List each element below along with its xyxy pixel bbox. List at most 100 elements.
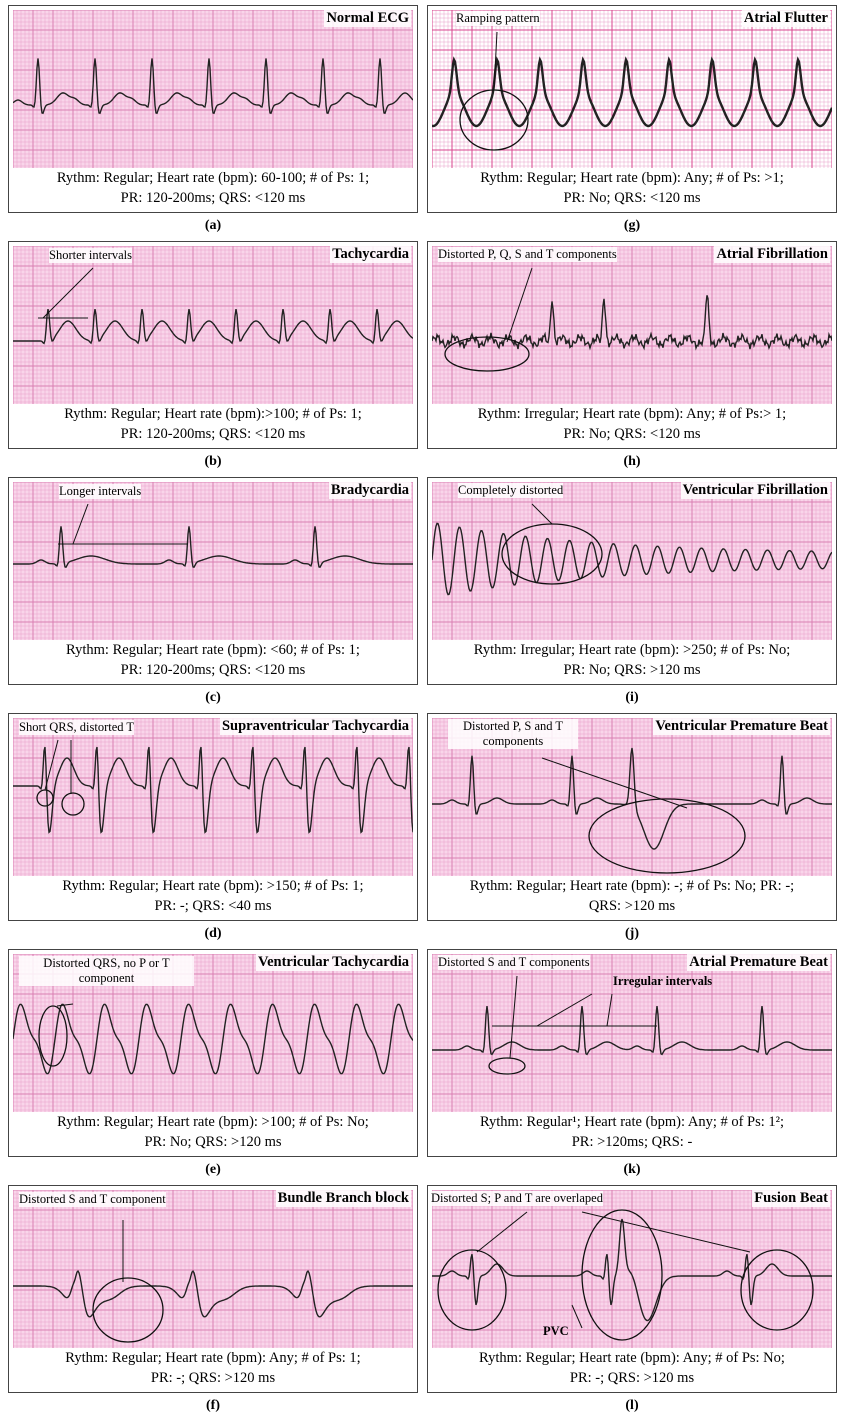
grid	[432, 246, 832, 404]
caption-line: PR: No; QRS: <120 ms	[563, 426, 701, 442]
annotation: Short QRS, distorted T	[19, 720, 135, 735]
ecg-strip	[432, 10, 832, 168]
pointer	[56, 1003, 74, 1007]
ecg-panel: Atrial Flutter Ramping pattern Rythm: Regu…	[427, 5, 837, 213]
ecg-trace	[13, 308, 413, 345]
caption-line: Rythm: Regular; Heart rate (bpm): <60; #…	[66, 642, 360, 658]
caption-line: Rythm: Regular; Heart rate (bpm): -; # o…	[469, 878, 795, 894]
annotation: Distorted P, S and T components	[448, 719, 578, 749]
panel-title: Atrial Flutter	[741, 10, 830, 27]
caption-line: Rythm: Regular; Heart rate (bpm): >100; …	[57, 1114, 369, 1130]
ecg-trace	[432, 1006, 832, 1056]
pointer	[493, 31, 498, 91]
grid	[13, 10, 413, 168]
ecg-strip	[432, 1190, 832, 1348]
caption-line: Rythm: Irregular; Heart rate (bpm): >250…	[473, 642, 791, 658]
caption-line: PR: -; QRS: >120 ms	[569, 1370, 695, 1386]
panel-title: Ventricular Tachycardia	[255, 954, 411, 971]
panel-label: (h)	[623, 454, 641, 469]
pointer	[541, 757, 688, 809]
ecg-strip	[432, 246, 832, 404]
ecg-panel: Tachycardia Shorter intervals Rythm: Regul…	[8, 241, 418, 449]
ecg-panel: Bradycardia Longer intervals Rythm: Regula…	[8, 477, 418, 685]
panel-label: (i)	[625, 690, 639, 705]
panel-label: (a)	[204, 218, 222, 233]
caption-line: Rythm: Regular; Heart rate (bpm): >150; …	[62, 878, 364, 894]
annotation: Completely distorted	[458, 483, 564, 498]
annotation: Ramping pattern	[456, 11, 540, 26]
caption-line: Rythm: Regular; Heart rate (bpm): Any; #…	[480, 170, 784, 186]
caption-line: Rythm: Regular¹; Heart rate (bpm): Any; …	[479, 1114, 785, 1130]
highlight	[444, 336, 530, 372]
caption-line: PR: 120-200ms; QRS: <120 ms	[120, 662, 306, 678]
panel-title: Bradycardia	[328, 482, 411, 499]
panel-title: Normal ECG	[324, 10, 411, 27]
caption-line: PR: -; QRS: <40 ms	[154, 898, 272, 914]
caption-line: Rythm: Regular; Heart rate (bpm): Any; #…	[65, 1350, 361, 1366]
ecg-trace	[432, 56, 832, 128]
pointer	[72, 503, 89, 545]
panel-title: Ventricular Fibrillation	[680, 482, 830, 499]
panel-title: Atrial Premature Beat	[687, 954, 830, 971]
annotation: Distorted S and T components	[438, 955, 590, 970]
ecg-panel: Bundle Branch block Distorted S and T com…	[8, 1185, 418, 1393]
ecg-panel: Supraventricular Tachycardia Short QRS, d…	[8, 713, 418, 921]
caption-line: PR: 120-200ms; QRS: <120 ms	[120, 190, 306, 206]
ecg-trace	[13, 1269, 413, 1318]
ecg-trace	[432, 295, 832, 351]
panel-title: Bundle Branch block	[275, 1190, 411, 1207]
highlight	[740, 1249, 814, 1331]
ecg-trace	[432, 522, 832, 596]
ecg-strip	[13, 246, 413, 404]
annotation: Distorted S; P and T are overlaped	[431, 1191, 603, 1206]
pointer	[581, 1211, 751, 1253]
caption-line: PR: No; QRS: <120 ms	[563, 190, 701, 206]
ecg-trace	[13, 58, 413, 115]
ecg-trace	[13, 1003, 413, 1075]
caption-line: Rythm: Irregular; Heart rate (bpm): Any;…	[477, 406, 787, 422]
ecg-panel: Ventricular Tachycardia Distorted QRS, no…	[8, 949, 418, 1157]
panel-label: (j)	[625, 926, 639, 941]
panel-title: Fusion Beat	[752, 1190, 830, 1207]
annotation: Longer intervals	[59, 484, 142, 499]
ecg-strip	[13, 10, 413, 168]
panel-label: (d)	[204, 926, 222, 941]
caption-line: PR: 120-200ms; QRS: <120 ms	[120, 426, 306, 442]
grid	[432, 482, 832, 640]
grid	[13, 482, 413, 640]
caption-line: QRS: >120 ms	[588, 898, 676, 914]
ecg-strip	[13, 1190, 413, 1348]
grid	[432, 954, 832, 1112]
grid	[432, 10, 832, 168]
grid	[432, 1190, 832, 1348]
ecg-panel: Fusion Beat Distorted S; P and T are over…	[427, 1185, 837, 1393]
pointer	[509, 975, 518, 1059]
ecg-trace	[13, 746, 413, 834]
highlight	[61, 792, 85, 816]
ecg-strip	[13, 718, 413, 876]
ecg-panel: Normal ECG Rythm: Regular; Heart rate (bp…	[8, 5, 418, 213]
caption-line: PR: -; QRS: >120 ms	[150, 1370, 276, 1386]
annotation: Distorted P, Q, S and T components	[438, 247, 617, 262]
annotation: Distorted S and T component	[19, 1192, 166, 1207]
pointer	[506, 267, 533, 343]
panel-label: (e)	[205, 1162, 221, 1177]
panel-label: (f)	[206, 1398, 220, 1413]
ecg-panel: Atrial Fibrillation Distorted P, Q, S and…	[427, 241, 837, 449]
highlight	[437, 1249, 507, 1331]
panel-title: Atrial Fibrillation	[714, 246, 830, 263]
pointer	[531, 503, 553, 525]
pointer	[42, 267, 94, 319]
ecg-strip	[432, 954, 832, 1112]
caption-line: PR: >120ms; QRS: -	[571, 1134, 693, 1150]
pointer	[606, 993, 613, 1027]
highlight	[588, 798, 746, 874]
pointer	[44, 739, 59, 791]
caption-line: PR: No; QRS: >120 ms	[563, 662, 701, 678]
ecg-panel: Ventricular Fibrillation Completely disto…	[427, 477, 837, 685]
panel-label: (c)	[205, 690, 221, 705]
caption-line: Rythm: Regular; Heart rate (bpm): Any; #…	[479, 1350, 785, 1366]
panel-label: (b)	[204, 454, 222, 469]
note: PVC	[543, 1324, 569, 1338]
